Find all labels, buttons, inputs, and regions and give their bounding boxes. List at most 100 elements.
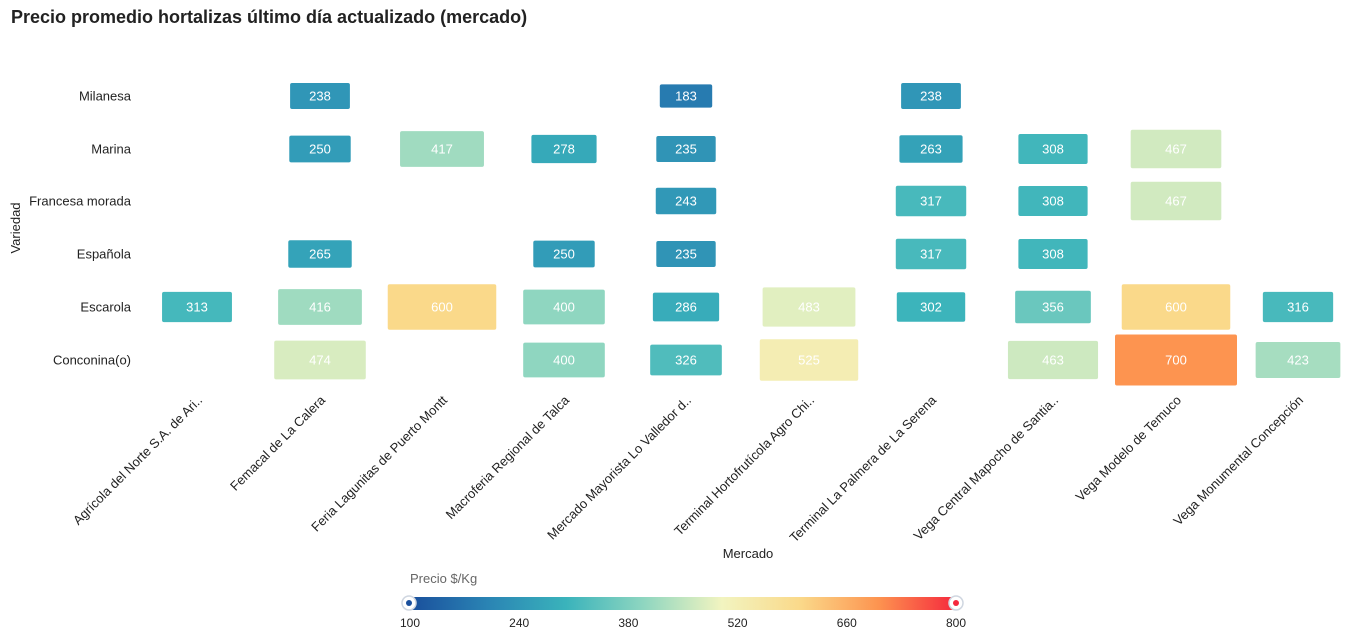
cell-value-label: 235 [675, 247, 697, 262]
legend-title: Precio $/Kg [410, 571, 477, 586]
x-category-label: Vega Monumental Concepción [1170, 393, 1306, 529]
heatmap-cell[interactable] [650, 344, 722, 376]
heatmap-cell[interactable] [656, 136, 716, 162]
y-category-label: Conconina(o) [53, 353, 131, 368]
x-category-label: Feria Lagunitas de Puerto Montt [308, 392, 450, 534]
heatmap-cell[interactable] [1262, 291, 1334, 323]
cell-value-label: 356 [1042, 300, 1064, 315]
cell-value-label: 235 [675, 142, 697, 157]
legend-tick-label: 800 [946, 616, 966, 630]
y-axis-labels: Milanesa Marina Francesa morada Española Esc… [29, 89, 132, 368]
legend-tick-label: 100 [400, 616, 420, 630]
heatmap-cell[interactable] [901, 82, 961, 110]
heatmap-cell[interactable] [523, 289, 605, 325]
cell-value-label: 467 [1165, 194, 1187, 209]
legend-max-handle[interactable] [948, 595, 964, 611]
x-axis-title: Mercado [723, 546, 774, 561]
cell-value-label: 308 [1042, 194, 1064, 209]
cell-value-label: 263 [920, 142, 942, 157]
heatmap-cell[interactable] [1121, 284, 1231, 330]
x-category-label: Mercado Mayorista Lo Valledor d.. [544, 393, 694, 543]
cell-value-label: 316 [1287, 300, 1309, 315]
cell-value-label: 238 [309, 89, 331, 104]
heatmap-cell[interactable] [1130, 129, 1222, 169]
legend-tick-label: 520 [728, 616, 748, 630]
y-category-label: Milanesa [79, 89, 132, 104]
color-legend: Precio $/Kg 100 240 380 520 660 800 [400, 571, 966, 630]
cell-value-label: 416 [309, 300, 331, 315]
heatmap-cell[interactable] [895, 238, 967, 270]
heatmap-cell[interactable] [895, 185, 967, 217]
cell-value-label: 308 [1042, 247, 1064, 262]
heatmap-cell[interactable] [1255, 341, 1341, 379]
cell-value-label: 600 [431, 300, 453, 315]
cell-value-label: 183 [675, 89, 697, 104]
legend-tick-label: 660 [837, 616, 857, 630]
cell-value-label: 700 [1165, 353, 1187, 368]
heatmap-cell[interactable] [289, 135, 351, 163]
cell-value-label: 483 [798, 300, 820, 315]
x-axis-labels: Agrícola del Norte S.A. de Ari.. Femacal … [70, 392, 1306, 545]
heatmap-cell[interactable] [659, 84, 713, 108]
cell-value-label: 243 [675, 194, 697, 209]
heatmap-cell[interactable] [1018, 239, 1088, 269]
heatmap-cell[interactable] [523, 342, 605, 378]
cell-value-label: 308 [1042, 142, 1064, 157]
cell-value-label: 326 [675, 353, 697, 368]
heatmap-cell[interactable] [899, 135, 963, 163]
heatmap-cell[interactable] [896, 292, 966, 322]
cell-value-label: 317 [920, 247, 942, 262]
heatmap-cell[interactable] [288, 240, 352, 268]
heatmap-cell[interactable] [759, 339, 859, 381]
heatmap-cell[interactable] [1018, 134, 1088, 164]
cell-value-label: 474 [309, 353, 331, 368]
legend-min-handle[interactable] [401, 595, 417, 611]
cell-value-label: 286 [675, 300, 697, 315]
heatmap-cell[interactable] [652, 292, 720, 322]
legend-ticks: 100 240 380 520 660 800 [400, 616, 966, 630]
heatmap-cell[interactable] [656, 241, 716, 267]
x-category-label: Macroferia Regional de Talca [443, 392, 573, 522]
y-category-label: Escarola [80, 300, 131, 315]
cell-value-label: 400 [553, 353, 575, 368]
heatmap-cell[interactable] [1115, 334, 1237, 386]
legend-tick-label: 380 [618, 616, 638, 630]
y-category-label: Española [77, 247, 132, 262]
y-axis-title: Variedad [8, 202, 23, 253]
cell-value-label: 463 [1042, 353, 1064, 368]
cell-value-label: 600 [1165, 300, 1187, 315]
heatmap-cell[interactable] [1015, 290, 1091, 324]
cell-value-label: 313 [186, 300, 208, 315]
heatmap-cell[interactable] [1130, 181, 1222, 221]
legend-gradient-bar [410, 597, 956, 610]
x-category-label: Agrícola del Norte S.A. de Ari.. [70, 393, 205, 528]
heatmap-cell[interactable] [1007, 340, 1099, 380]
heatmap-cell[interactable] [1018, 186, 1088, 216]
heatmap-cell[interactable] [278, 289, 362, 325]
cell-value-label: 417 [431, 142, 453, 157]
cell-value-label: 317 [920, 194, 942, 209]
cell-value-label: 278 [553, 142, 575, 157]
heatmap-cell[interactable] [762, 287, 856, 327]
cell-value-label: 250 [553, 247, 575, 262]
cell-value-label: 525 [798, 353, 820, 368]
heatmap-cell[interactable] [533, 240, 595, 268]
heatmap-cells: 238 183 238 250 417 278 235 263 308 467 243 317 308 4… [162, 82, 1341, 386]
x-category-label: Terminal La Palmera de La Serena [786, 392, 939, 545]
chart-title: Precio promedio hortalizas último día ac… [11, 7, 528, 27]
x-category-label: Vega Central Mapocho de Santia.. [910, 393, 1061, 544]
y-category-label: Marina [91, 142, 132, 157]
heatmap-cell[interactable] [274, 340, 366, 380]
heatmap-cell[interactable] [290, 82, 350, 110]
heatmap-cell[interactable] [162, 291, 232, 323]
cell-value-label: 265 [309, 247, 331, 262]
heatmap-cell[interactable] [400, 131, 484, 167]
x-category-label: Femacal de La Calera [227, 392, 329, 494]
cell-value-label: 238 [920, 89, 942, 104]
cell-value-label: 302 [920, 300, 942, 315]
x-category-label: Vega Modelo de Temuco [1072, 393, 1184, 505]
heatmap-cell[interactable] [655, 187, 717, 215]
cell-value-label: 250 [309, 142, 331, 157]
heatmap-cell[interactable] [387, 284, 497, 330]
heatmap-cell[interactable] [531, 134, 597, 164]
